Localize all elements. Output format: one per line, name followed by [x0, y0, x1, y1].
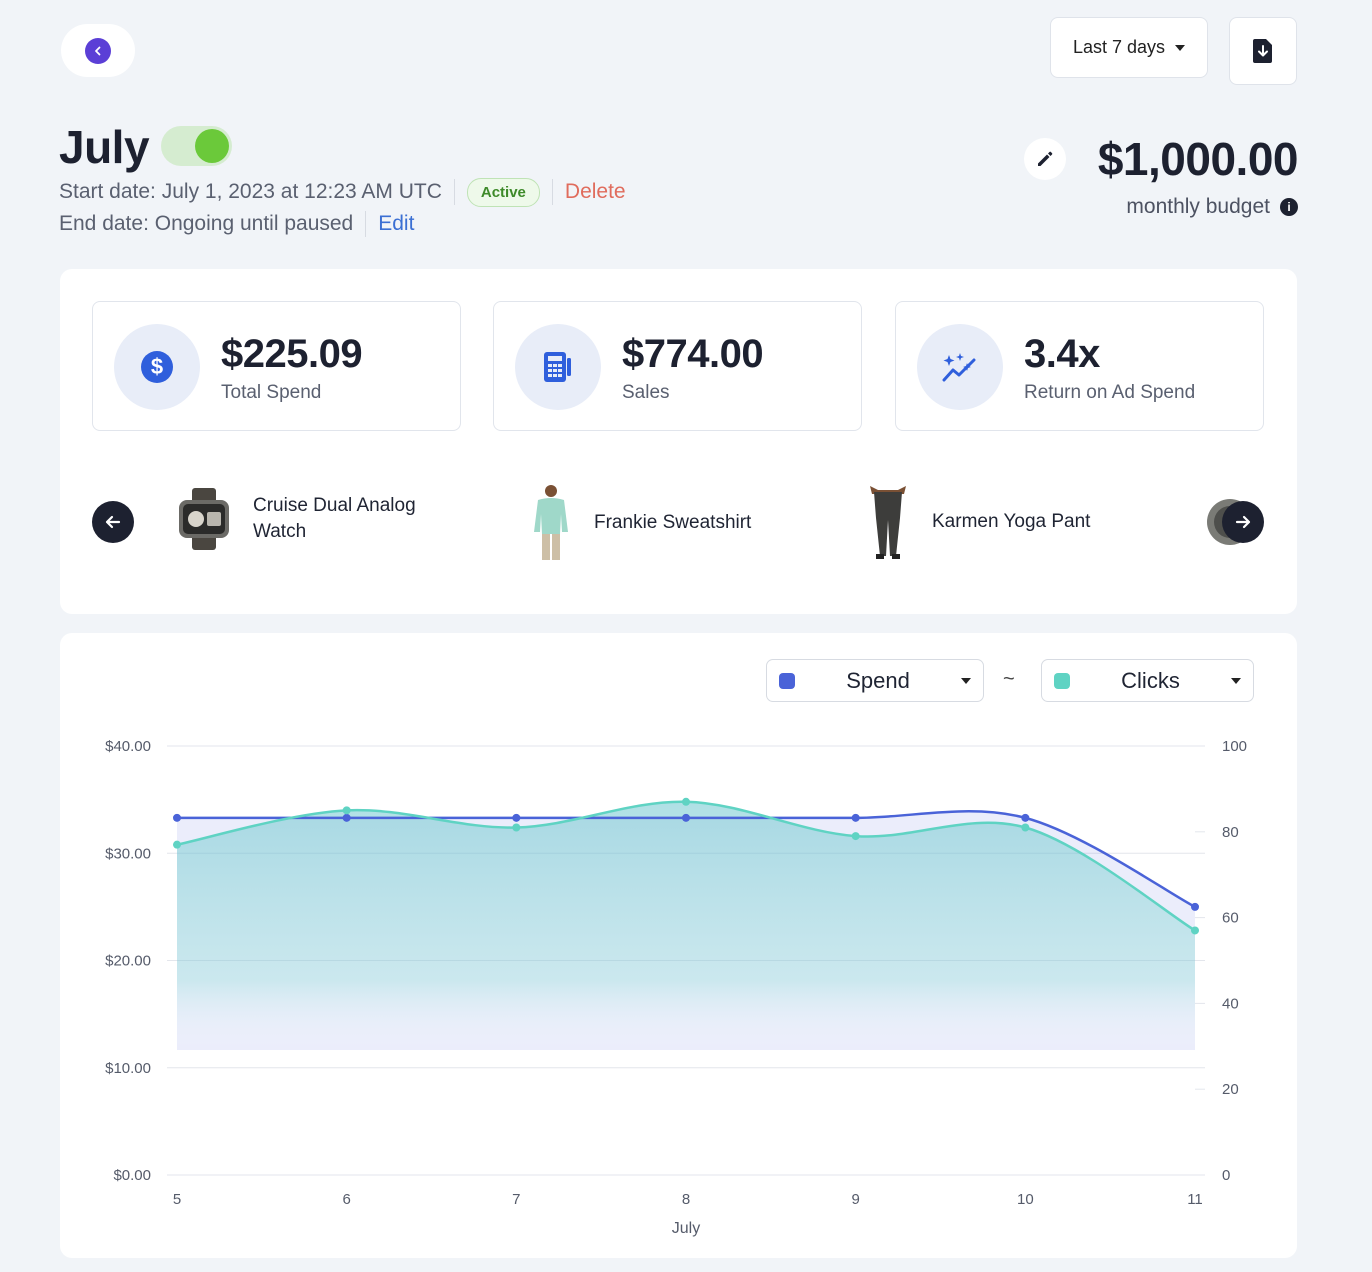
yoga-pant-image — [870, 486, 906, 559]
x-tick-label: 7 — [512, 1191, 520, 1208]
chevron-left-icon — [85, 37, 111, 64]
stat-label: Return on Ad Spend — [1024, 382, 1196, 403]
point-clicks — [1021, 823, 1030, 832]
x-tick-label: 11 — [1187, 1191, 1203, 1208]
y-right-tick-label: 20 — [1222, 1081, 1239, 1098]
divider — [365, 211, 367, 237]
divider — [551, 179, 553, 205]
y-right-tick-label: 60 — [1222, 910, 1239, 927]
arrow-right-icon — [1235, 515, 1251, 529]
stat-card-total-spend: $ $225.09 Total Spend — [92, 301, 461, 431]
y-left-tick-label: $30.00 — [105, 845, 151, 862]
divider — [453, 179, 455, 205]
spend-swatch — [779, 672, 795, 689]
point-spend — [512, 813, 521, 822]
stat-value: $225.09 — [221, 332, 363, 376]
x-tick-label: 10 — [1017, 1191, 1034, 1208]
campaign-active-toggle[interactable] — [161, 126, 232, 166]
point-clicks — [173, 840, 181, 849]
y-left-tick-label: $20.00 — [105, 953, 151, 970]
stat-label: Sales — [622, 382, 670, 403]
point-spend — [173, 813, 181, 822]
end-date: End date: Ongoing until paused — [59, 212, 354, 235]
point-clicks — [342, 806, 351, 815]
y-left-tick-label: $40.00 — [105, 738, 151, 755]
product-item[interactable]: Frankie Sweatshirt — [526, 484, 751, 562]
dollar-icon: $ — [114, 324, 200, 410]
point-spend — [682, 813, 690, 822]
date-range-label: Last 7 days — [1072, 37, 1166, 57]
budget-label-row: monthly budget i — [1060, 195, 1298, 219]
arrow-left-icon — [105, 515, 121, 529]
budget-amount: $1,000.00 — [1097, 133, 1299, 185]
campaign-title: July — [59, 121, 150, 173]
stat-label: Total Spend — [221, 382, 322, 403]
spend-clicks-chart: $40.00$30.00$20.00$10.00$0.0010080604020… — [105, 738, 1247, 1237]
start-date-row: Start date: July 1, 2023 at 12:23 AM UTC… — [59, 177, 626, 207]
back-button[interactable] — [61, 24, 135, 77]
point-clicks — [851, 832, 860, 841]
clicks-swatch — [1054, 672, 1070, 689]
info-icon[interactable]: i — [1280, 198, 1298, 216]
point-clicks — [1191, 926, 1199, 935]
caret-down-icon — [961, 677, 971, 684]
caret-down-icon — [1175, 44, 1186, 51]
product-name: Frankie Sweatshirt — [594, 512, 752, 533]
product-name: Cruise Dual Analog Watch — [253, 495, 416, 542]
edit-link[interactable]: Edit — [378, 212, 415, 235]
watch-image — [179, 488, 229, 550]
point-spend — [1021, 813, 1030, 822]
status-badge: Active — [466, 177, 540, 207]
edit-budget-button[interactable] — [1024, 138, 1066, 180]
point-spend — [851, 813, 860, 822]
date-range-select[interactable]: Last 7 days — [1050, 17, 1208, 78]
stat-card-sales: $774.00 Sales — [493, 301, 862, 431]
right-metric-label: Clicks — [1121, 667, 1180, 693]
right-metric-select[interactable]: Clicks — [1041, 659, 1254, 702]
toggle-knob — [195, 129, 229, 163]
start-date: Start date: July 1, 2023 at 12:23 AM UTC — [59, 180, 442, 203]
point-clicks — [682, 797, 690, 806]
y-left-tick-label: $0.00 — [113, 1167, 151, 1184]
y-right-tick-label: 100 — [1222, 738, 1247, 755]
svg-text:$: $ — [151, 354, 163, 379]
stat-value: 3.4x — [1024, 332, 1100, 376]
delete-link[interactable]: Delete — [564, 180, 626, 203]
carousel-prev-button[interactable] — [92, 501, 134, 543]
pencil-icon — [1038, 151, 1053, 166]
budget-label: monthly budget — [1126, 195, 1270, 218]
y-right-tick-label: 0 — [1222, 1167, 1230, 1184]
point-spend — [1191, 902, 1199, 911]
caret-down-icon — [1231, 677, 1241, 684]
area-clicks — [177, 801, 1195, 1050]
left-metric-select[interactable]: Spend — [766, 659, 984, 702]
x-tick-label: 9 — [851, 1191, 859, 1208]
y-left-tick-label: $10.00 — [105, 1060, 151, 1077]
x-tick-label: 6 — [342, 1191, 350, 1208]
product-item[interactable]: Cruise Dual Analog Watch — [175, 486, 416, 552]
file-download-icon — [1253, 39, 1272, 63]
x-tick-label: 5 — [173, 1191, 181, 1208]
stat-card-roas: 3.4x Return on Ad Spend — [895, 301, 1264, 431]
end-date-row: End date: Ongoing until paused Edit — [59, 210, 414, 238]
y-right-tick-label: 80 — [1222, 824, 1239, 841]
register-icon — [515, 324, 601, 410]
export-button[interactable] — [1229, 17, 1297, 85]
stat-value: $774.00 — [622, 332, 764, 376]
product-name: Karmen Yoga Pant — [932, 511, 1091, 532]
sweatshirt-image — [534, 485, 568, 560]
product-item[interactable]: Karmen Yoga Pant — [864, 484, 1090, 560]
x-axis-label: July — [672, 1220, 700, 1237]
metric-separator: ~ — [1003, 668, 1015, 690]
left-metric-label: Spend — [846, 667, 910, 693]
x-tick-label: 8 — [682, 1191, 690, 1208]
sparkle-trend-icon — [917, 324, 1003, 410]
point-spend — [342, 813, 351, 822]
point-clicks — [512, 823, 521, 832]
y-right-tick-label: 40 — [1222, 995, 1239, 1012]
carousel-next-button[interactable] — [1222, 501, 1264, 543]
